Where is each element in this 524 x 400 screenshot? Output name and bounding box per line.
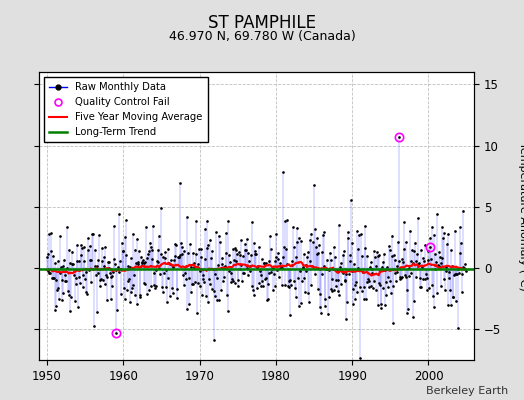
Legend: Raw Monthly Data, Quality Control Fail, Five Year Moving Average, Long-Term Tren: Raw Monthly Data, Quality Control Fail, … <box>45 77 208 142</box>
Text: 46.970 N, 69.780 W (Canada): 46.970 N, 69.780 W (Canada) <box>169 30 355 43</box>
Text: Berkeley Earth: Berkeley Earth <box>426 386 508 396</box>
Y-axis label: Temperature Anomaly (°C): Temperature Anomaly (°C) <box>518 142 524 290</box>
Text: ST PAMPHILE: ST PAMPHILE <box>208 14 316 32</box>
